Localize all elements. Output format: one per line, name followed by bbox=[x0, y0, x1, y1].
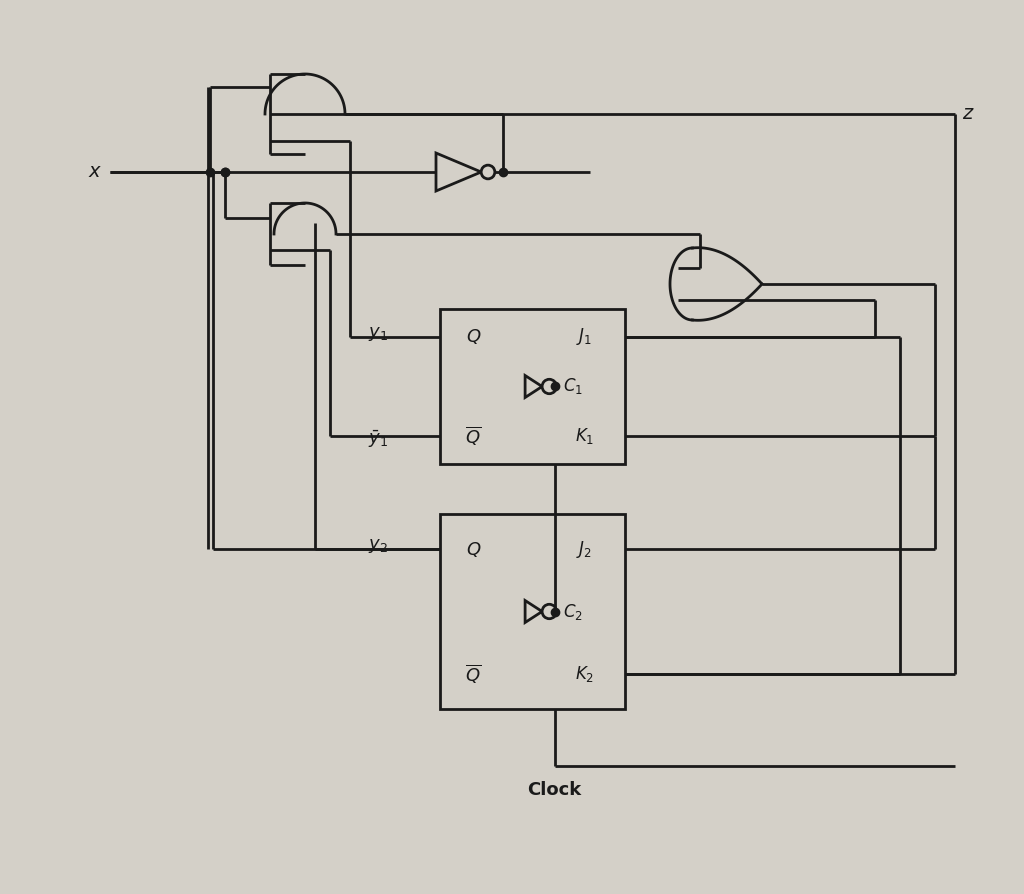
Text: $C_1$: $C_1$ bbox=[563, 376, 584, 397]
Text: $K_1$: $K_1$ bbox=[574, 426, 594, 446]
Bar bbox=[440, 514, 625, 709]
Text: $y_2$: $y_2$ bbox=[369, 537, 388, 555]
Circle shape bbox=[481, 165, 495, 179]
Text: $J_2$: $J_2$ bbox=[577, 538, 592, 560]
Circle shape bbox=[542, 604, 556, 619]
Text: Clock: Clock bbox=[527, 781, 582, 799]
Text: $\bar{y}_1$: $\bar{y}_1$ bbox=[368, 428, 388, 450]
Text: $Q$: $Q$ bbox=[466, 540, 481, 559]
Text: $\overline{Q}$: $\overline{Q}$ bbox=[465, 425, 481, 448]
Text: $x$: $x$ bbox=[88, 163, 102, 181]
Text: $C_2$: $C_2$ bbox=[563, 602, 583, 621]
Polygon shape bbox=[525, 601, 542, 622]
Circle shape bbox=[542, 379, 556, 393]
Text: $\overline{Q}$: $\overline{Q}$ bbox=[465, 662, 481, 686]
Text: $J_1$: $J_1$ bbox=[577, 326, 592, 348]
Text: $z$: $z$ bbox=[962, 105, 975, 123]
Text: $Q$: $Q$ bbox=[466, 327, 481, 346]
Bar bbox=[440, 309, 625, 464]
Polygon shape bbox=[525, 375, 542, 398]
Text: $y_1$: $y_1$ bbox=[368, 325, 388, 343]
Polygon shape bbox=[436, 153, 481, 191]
Text: $K_2$: $K_2$ bbox=[574, 664, 594, 684]
